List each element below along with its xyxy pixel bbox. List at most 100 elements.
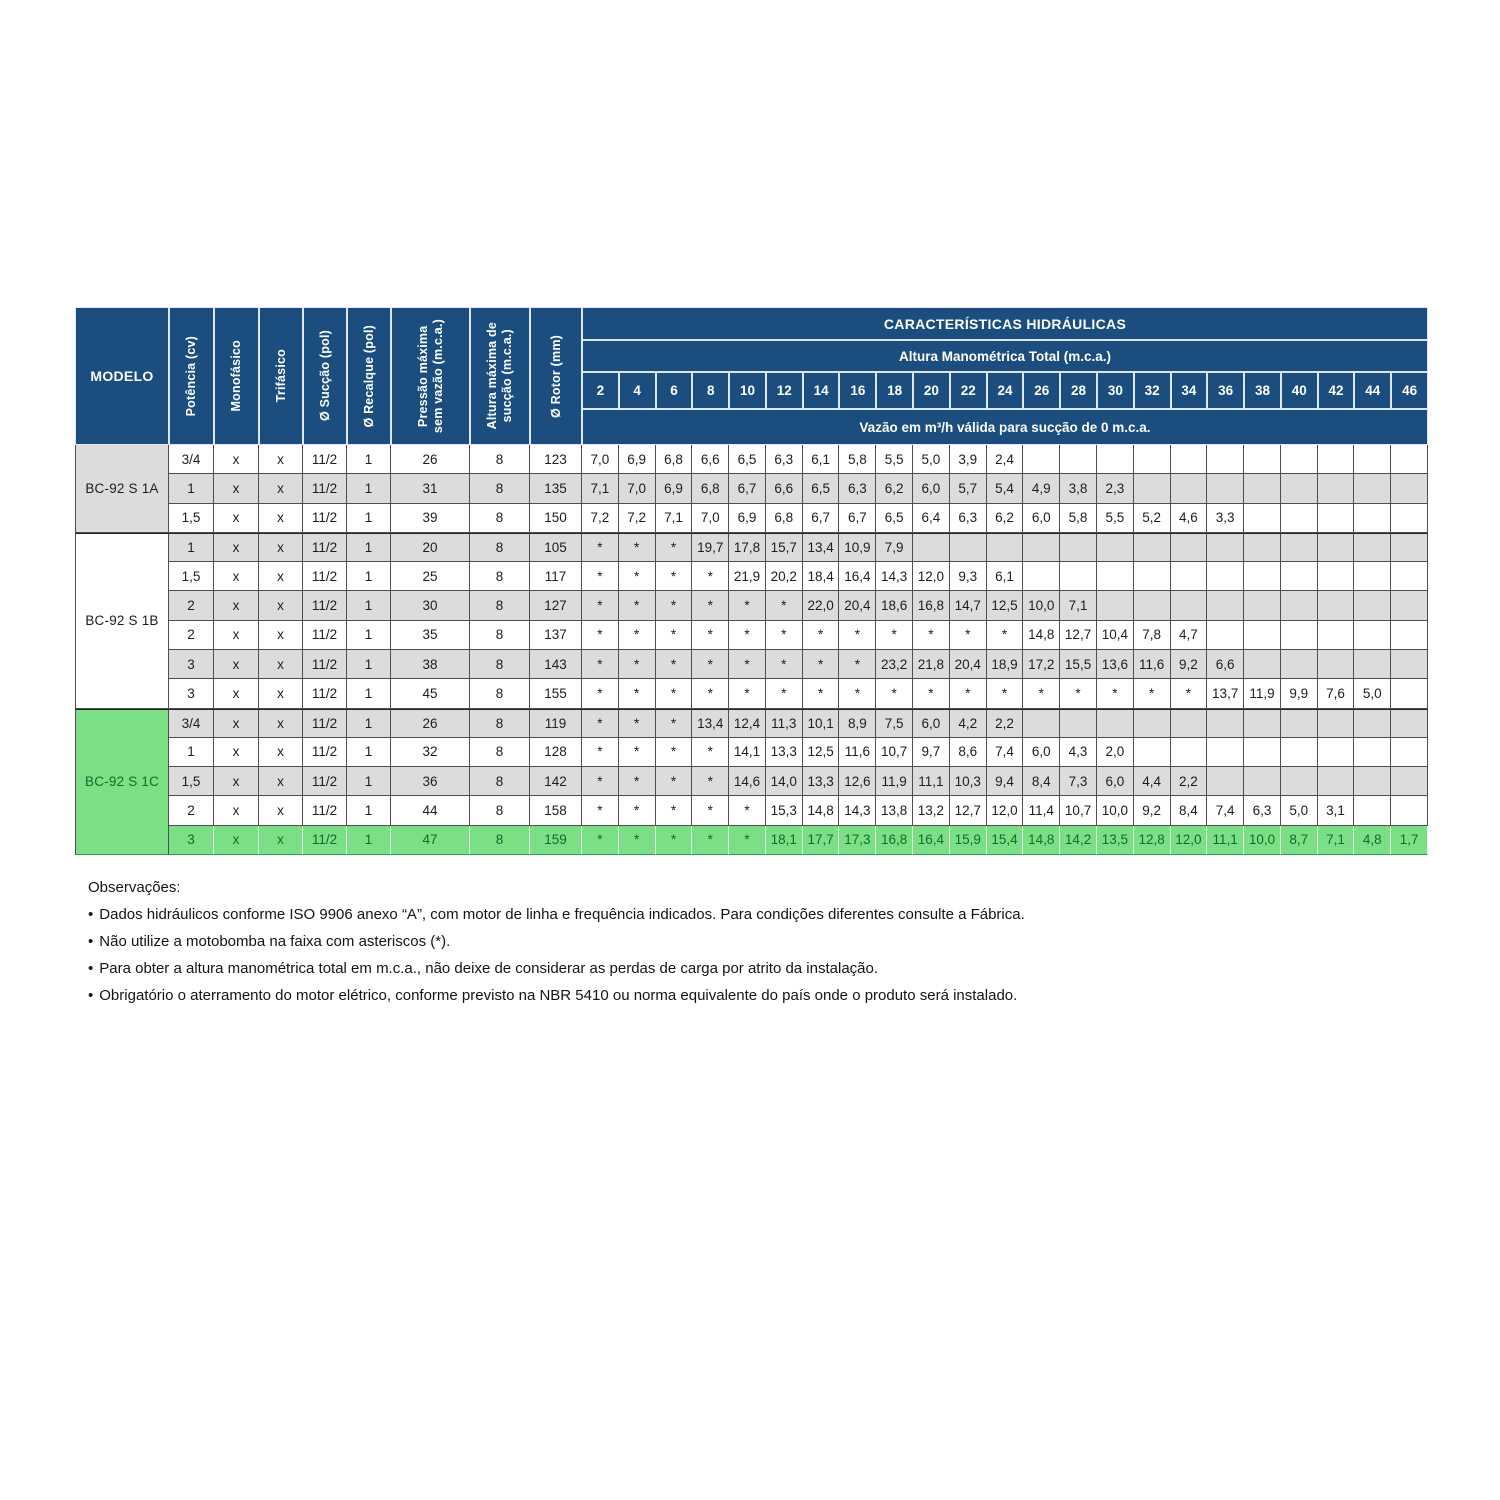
flow-cell (1244, 649, 1281, 680)
flow-cell (1207, 767, 1245, 797)
spec-cell: 39 (391, 503, 470, 533)
head-col-40: 40 (1280, 372, 1318, 409)
spec-cell: x (214, 708, 259, 738)
flow-cell: 1,7 (1391, 825, 1428, 855)
flow-cell (1133, 532, 1171, 563)
flow-cell: 10,9 (839, 532, 877, 563)
spec-cell: x (259, 679, 303, 709)
flow-cell: 6,3 (765, 445, 803, 475)
spec-cell: 1 (169, 474, 214, 504)
flow-cell: 6,5 (802, 474, 840, 504)
flow-cell: 4,3 (1060, 737, 1097, 768)
flow-cell-restricted: * (655, 562, 693, 592)
flow-cell-restricted: * (802, 649, 840, 680)
flow-cell (913, 532, 950, 563)
flow-cell (1391, 562, 1428, 592)
spec-cell: 11/2 (303, 708, 347, 738)
flow-cell (1391, 591, 1428, 621)
pump-spec-table: MODELO Potência (cv) Monofásico Trifásic… (75, 307, 1428, 855)
spec-cell: 105 (530, 532, 582, 563)
flow-cell: 7,4 (986, 737, 1024, 768)
flow-cell: 9,4 (986, 767, 1024, 797)
flow-cell: 2,2 (986, 708, 1024, 738)
flow-cell: 2,3 (1096, 474, 1134, 504)
flow-cell: 13,6 (1096, 649, 1134, 680)
flow-cell: 14,3 (839, 796, 877, 826)
head-col-16: 16 (839, 372, 877, 409)
flow-cell-restricted: * (655, 796, 693, 826)
flow-cell: 18,9 (986, 649, 1024, 680)
spec-cell: 1,5 (169, 503, 214, 533)
flow-cell-restricted: * (655, 591, 693, 621)
flow-cell: 2,2 (1170, 767, 1208, 797)
flow-cell-restricted: * (582, 767, 619, 797)
flow-cell: 7,2 (618, 503, 656, 533)
spec-cell: 11/2 (303, 532, 347, 563)
spec-cell: 11/2 (303, 767, 347, 797)
observation-item: • Obrigatório o aterramento do motor elé… (88, 982, 1418, 1009)
col-header-potencia-label: Potência (cv) (184, 335, 199, 417)
flow-cell: 15,9 (949, 825, 987, 855)
flow-cell (1317, 620, 1355, 650)
model-cell-bc-92-s-1a: BC-92 S 1A (75, 445, 169, 533)
flow-cell (1391, 620, 1428, 650)
flow-cell-restricted: * (618, 796, 656, 826)
spec-cell: x (259, 796, 303, 826)
bullet-icon: • (88, 906, 94, 923)
flow-cell-restricted: * (582, 649, 619, 680)
flow-cell: 4,8 (1354, 825, 1392, 855)
flow-cell: 5,7 (949, 474, 987, 504)
flow-cell: 9,2 (1133, 796, 1171, 826)
flow-cell: 2,4 (986, 445, 1024, 475)
flow-cell-restricted: * (582, 532, 619, 563)
flow-cell-restricted: * (618, 620, 656, 650)
flow-cell-restricted: * (839, 620, 877, 650)
flow-cell: 6,3 (949, 503, 987, 533)
flow-cell (1170, 532, 1208, 563)
flow-cell: 5,4 (986, 474, 1024, 504)
flow-cell-restricted: * (692, 620, 730, 650)
spec-cell: 11/2 (303, 825, 347, 855)
flow-cell (1244, 532, 1281, 563)
spec-cell: 44 (391, 796, 470, 826)
spec-cell: 8 (470, 445, 530, 475)
flow-cell: 7,1 (1317, 825, 1355, 855)
flow-cell: 16,8 (876, 825, 914, 855)
flow-cell: 6,0 (1023, 737, 1061, 768)
spec-cell: 142 (530, 767, 582, 797)
flow-cell (1354, 796, 1392, 826)
flow-cell-restricted: * (655, 825, 693, 855)
spec-cell: 25 (391, 562, 470, 592)
flow-cell: 8,4 (1023, 767, 1061, 797)
flow-cell: 4,2 (949, 708, 987, 738)
spec-cell: 11/2 (303, 649, 347, 680)
spec-cell: x (259, 532, 303, 563)
spec-cell: 3 (169, 679, 214, 709)
bullet-icon: • (88, 987, 94, 1004)
flow-cell: 7,5 (876, 708, 914, 738)
flow-cell (1133, 708, 1171, 738)
spec-cell: 1 (347, 796, 391, 826)
flow-cell (1060, 708, 1097, 738)
flow-cell: 6,3 (1244, 796, 1281, 826)
flow-cell: 7,0 (582, 445, 619, 475)
flow-cell (1391, 474, 1428, 504)
spec-cell: 11/2 (303, 503, 347, 533)
flow-cell-restricted: * (692, 591, 730, 621)
flow-cell (1096, 708, 1134, 738)
flow-cell: 18,4 (802, 562, 840, 592)
head-col-10: 10 (729, 372, 766, 409)
flow-cell: 6,0 (913, 708, 950, 738)
spec-cell: 8 (470, 796, 530, 826)
flow-cell: 6,7 (839, 503, 877, 533)
flow-cell: 20,2 (765, 562, 803, 592)
spec-cell: 1 (169, 532, 214, 563)
flow-cell: 6,6 (1207, 649, 1245, 680)
flow-cell-restricted: * (692, 737, 730, 768)
flow-cell: 14,8 (1023, 620, 1061, 650)
head-col-22: 22 (949, 372, 987, 409)
flow-cell: 16,8 (913, 591, 950, 621)
flow-cell-restricted: * (618, 737, 656, 768)
col-header-pressao-maxima: Pressão máxima sem vazão (m.c.a.) (391, 307, 470, 445)
flow-cell (1280, 620, 1318, 650)
